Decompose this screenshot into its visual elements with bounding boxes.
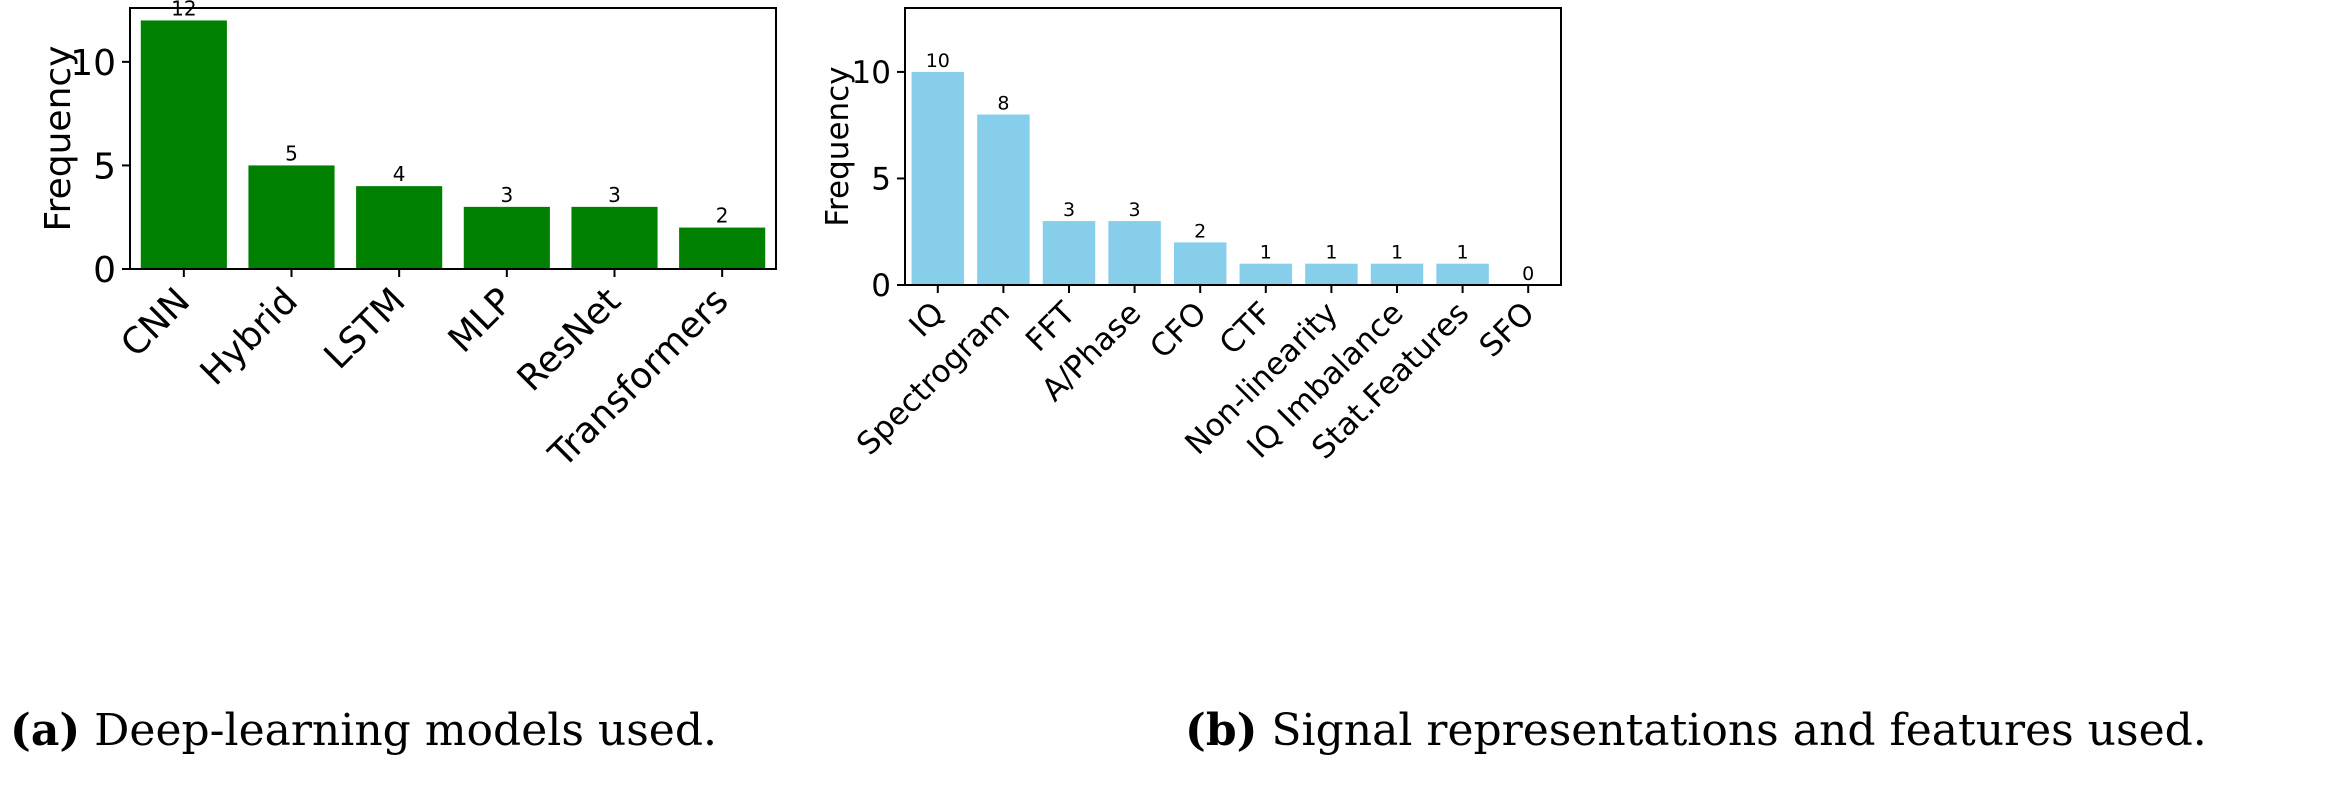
bar-transformers [679, 227, 766, 269]
bar-spectrogram [977, 114, 1030, 286]
axes-frame [904, 7, 1562, 286]
x-tick-label: SFO [1473, 295, 1542, 364]
y-tick-label: 5 [93, 146, 116, 187]
x-tick-label: MLP [441, 280, 521, 360]
bar-stat-features [1436, 263, 1489, 285]
data-label: 1 [1325, 242, 1337, 264]
bar-a-phase [1108, 221, 1161, 285]
data-label: 0 [1522, 263, 1534, 285]
y-tick-label: 0 [93, 250, 116, 291]
y-tick-label: 5 [871, 162, 891, 198]
y-tick-label: 10 [70, 43, 116, 84]
x-tick-label: LSTM [317, 280, 414, 377]
bar-iq-imbalance [1370, 263, 1424, 285]
bar-iq [911, 71, 965, 285]
data-label: 1 [1391, 242, 1403, 264]
data-label: 1 [1260, 242, 1272, 264]
data-label: 3 [500, 183, 513, 207]
data-label: 3 [1129, 199, 1141, 221]
x-tick-label: Hybrid [193, 280, 306, 393]
x-tick-label: CFO [1143, 295, 1214, 366]
y-tick-label: 0 [871, 268, 891, 304]
bar-mlp [463, 206, 550, 269]
y-axis-label: Frequency [38, 46, 79, 232]
data-label: 2 [716, 204, 729, 228]
data-label: 3 [1063, 199, 1075, 221]
data-label: 10 [926, 50, 950, 72]
data-label: 12 [171, 0, 196, 20]
y-axis-label: Frequency [820, 66, 856, 226]
caption-b-tag: (b) [1185, 705, 1258, 756]
data-label: 8 [997, 93, 1009, 115]
bar-lstm [356, 186, 443, 269]
bar-fft [1042, 221, 1096, 285]
caption-a: (a) Deep-learning models used. [10, 705, 717, 756]
data-label: 5 [285, 141, 298, 165]
bar-cfo [1173, 242, 1227, 285]
caption-a-text: Deep-learning models used. [94, 705, 717, 756]
bar-cnn [140, 20, 227, 269]
data-label: 1 [1457, 242, 1469, 264]
bar-resnet [571, 206, 658, 269]
bar-non-linearity [1305, 263, 1358, 285]
data-label: 3 [608, 183, 621, 207]
data-label: 2 [1194, 220, 1206, 242]
axes-frame [129, 7, 777, 270]
caption-b: (b) Signal representations and features … [1185, 705, 2207, 756]
caption-b-text: Signal representations and features used… [1271, 705, 2207, 756]
bar-hybrid [248, 165, 335, 269]
x-tick-label: IQ [902, 295, 951, 344]
data-label: 4 [393, 162, 406, 186]
x-tick-label: CNN [113, 280, 198, 365]
y-tick-label: 10 [852, 55, 891, 91]
bar-ctf [1239, 263, 1293, 285]
caption-a-tag: (a) [10, 705, 81, 756]
